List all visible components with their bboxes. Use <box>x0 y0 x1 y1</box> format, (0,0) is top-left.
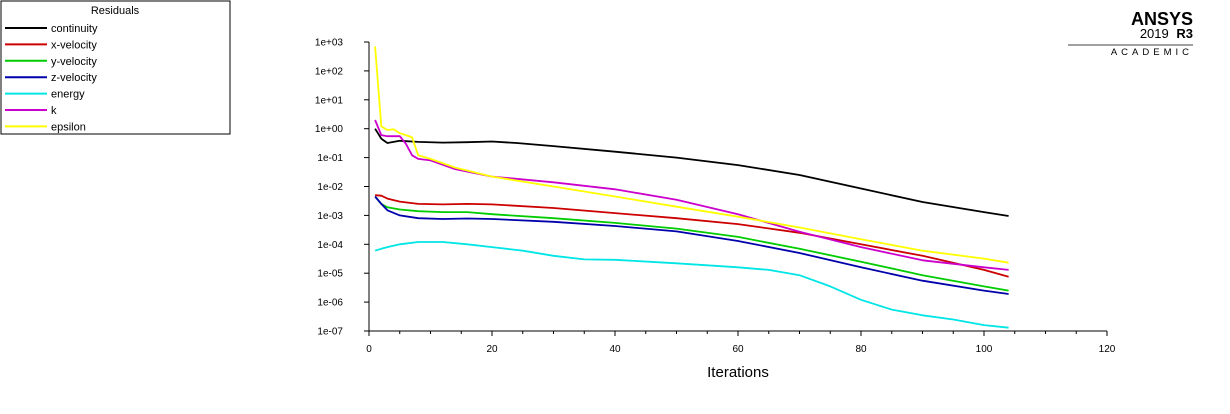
brand-edition: ACADEMIC <box>1111 47 1193 58</box>
legend-label-z-velocity: z-velocity <box>51 72 97 84</box>
x-tick-label: 60 <box>732 344 744 355</box>
series-line-x-velocity <box>375 194 1009 278</box>
y-tick-label: 1e+02 <box>315 66 344 77</box>
y-tick-label: 1e-05 <box>317 269 343 280</box>
y-tick-label: 1e-06 <box>317 298 343 309</box>
legend-label-k: k <box>51 105 57 117</box>
series-line-epsilon <box>374 46 1009 264</box>
brand-version: 2019 <box>1140 26 1169 41</box>
x-axis-title: Iterations <box>707 364 769 381</box>
series-line-continuity <box>374 128 1009 217</box>
plot-axes: 0 20 40 60 80 100 120 1e-071e-061e-051e-041e-0… <box>315 38 1116 356</box>
legend-label-epsilon: epsilon <box>51 121 86 133</box>
brand-version-line: 2019 R3 <box>1140 26 1193 41</box>
legend-label-x-velocity: x-velocity <box>51 39 97 51</box>
ansys-logo: ANSYS 2019 R3 ACADEMIC <box>1068 9 1193 58</box>
legend: Residuals continuity x-velocity y-velocity… <box>0 0 231 135</box>
series-line-energy <box>374 241 1009 329</box>
y-ticks: 1e-07 1e-06 1e-05 1e-04 1e-03 1e-02 1e-01 1e+00… <box>315 38 369 338</box>
y-tick-label: 1e-01 <box>317 153 343 164</box>
series-layer <box>374 46 1009 329</box>
x-tick-label: 40 <box>609 344 621 355</box>
y-tick-label: 1e-07 <box>317 327 343 338</box>
legend-title: Residuals <box>91 5 140 17</box>
series-line-z-velocity <box>374 195 1009 295</box>
x-tick-label: 0 <box>366 344 372 355</box>
legend-frame <box>0 0 231 135</box>
y-tick-label: 1e+00 <box>315 124 344 135</box>
legend-label-energy: energy <box>51 89 85 101</box>
y-tick-label: 1e-03 <box>317 211 343 222</box>
legend-label-continuity: continuity <box>51 23 98 35</box>
x-tick-label: 20 <box>486 344 498 355</box>
y-tick-label: 1e-02 <box>317 182 343 193</box>
legend-label-y-velocity: y-velocity <box>51 56 97 68</box>
x-ticks: 0 20 40 60 80 100 120 <box>366 331 1116 355</box>
x-tick-label: 100 <box>976 344 993 355</box>
legend-items: continuity x-velocity y-velocity z-velocity… <box>5 23 98 133</box>
series-line-y-velocity <box>374 195 1009 292</box>
brand-release: R3 <box>1176 26 1193 41</box>
y-tick-label: 1e-04 <box>317 240 343 251</box>
brand-name: ANSYS <box>1131 9 1193 29</box>
y-tick-label: 1e+01 <box>315 95 344 106</box>
x-tick-label: 80 <box>855 344 867 355</box>
y-tick-label: 1e+03 <box>315 38 344 49</box>
x-tick-label: 120 <box>1099 344 1116 355</box>
